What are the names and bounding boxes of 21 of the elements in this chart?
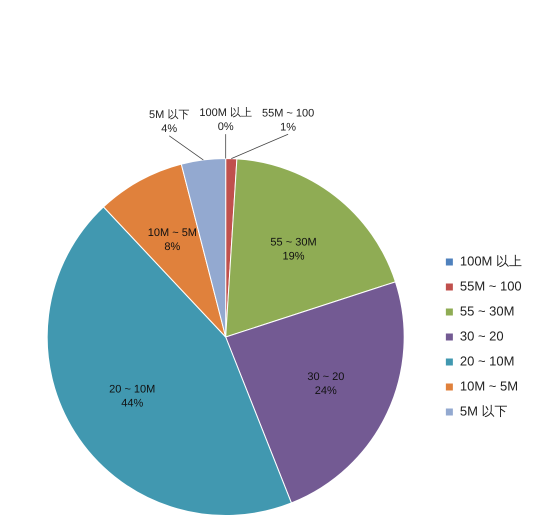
legend-label: 55M ~ 100 [460,278,522,294]
data-label: 44% [121,397,144,410]
legend-label: 30 ~ 20 [460,328,504,344]
legend-label: 55 ~ 30M [460,304,514,319]
slice-label: 55 ~ 30M [270,236,317,249]
slice-label: 30 ~ 20 [307,371,344,384]
data-label: 1% [280,121,296,134]
data-label: 4% [161,122,178,135]
slice-label: 55M ~ 100 [262,107,314,120]
slice-label: 10M ~ 5M [148,227,197,240]
slice-label: 20 ~ 10M [109,383,156,396]
data-label: 24% [314,385,338,398]
legend-label: 10M ~ 5M [460,378,518,394]
legend-label: 20 ~ 10M [460,354,514,369]
data-label: 19% [282,250,305,263]
data-label: 8% [164,241,181,254]
slice-label: 5M 以下 [149,108,190,121]
legend-label: 100M 以上 [460,254,522,269]
text: 0% [218,121,234,134]
legend-label: 5M 以下 [460,404,508,419]
category-label: 100M 以上 [199,107,252,120]
